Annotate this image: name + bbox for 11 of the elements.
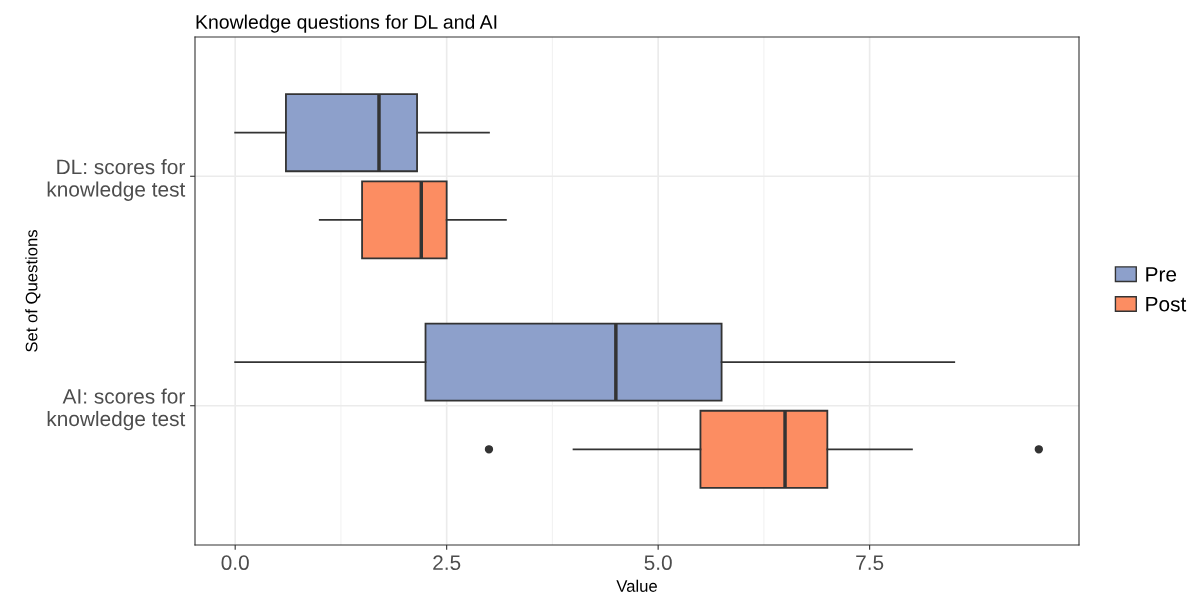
legend-label: Pre — [1146, 267, 1177, 282]
x-tick-label: 7.5 — [856, 555, 884, 571]
y-tick-label: DL: scores for knowledge test — [47, 159, 186, 201]
legend-label: Post — [1146, 296, 1187, 312]
y-tick-label: AI: scores for knowledge test — [47, 388, 186, 431]
x-tick-label: 2.5 — [433, 555, 461, 571]
x-tick-label: 0.0 — [221, 555, 249, 571]
x-tick-label: 5.0 — [644, 555, 672, 571]
y-axis-title: Set of Questions — [25, 229, 41, 352]
chart-title: Knowledge questions for DL and AI — [196, 14, 497, 33]
x-axis-title: Value — [616, 579, 657, 592]
